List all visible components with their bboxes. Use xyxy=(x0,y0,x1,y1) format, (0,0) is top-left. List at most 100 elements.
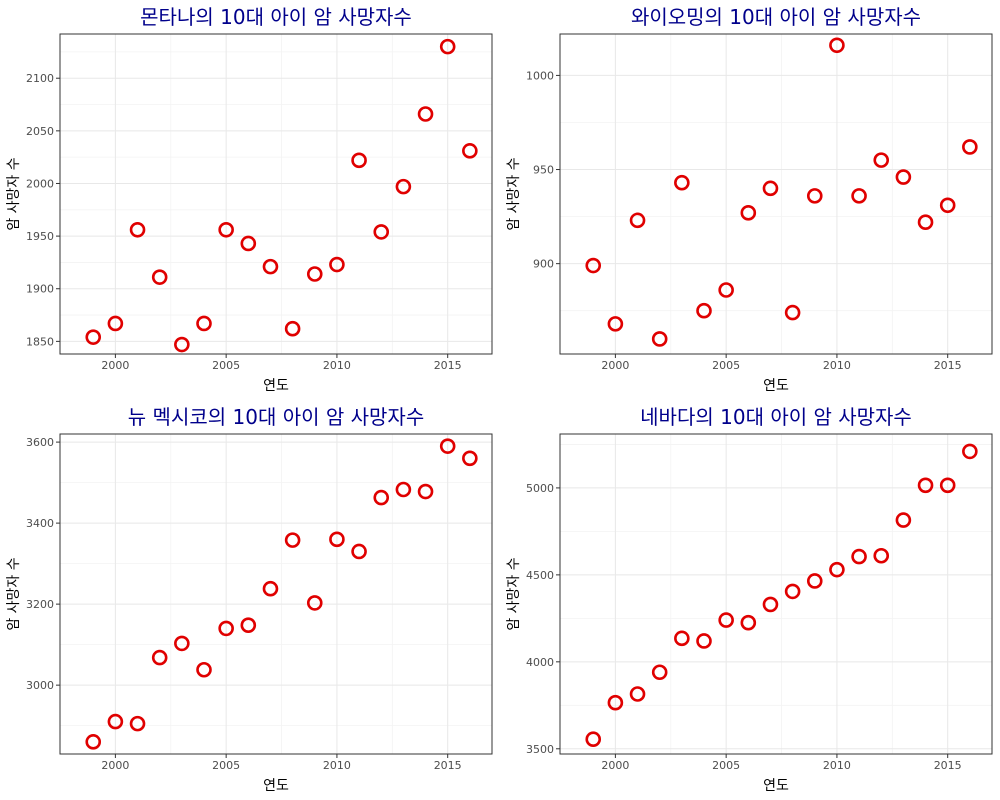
data-point xyxy=(218,620,234,637)
y-axis-label: 암 사망자 수 xyxy=(6,157,22,230)
data-point xyxy=(129,715,146,732)
x-tick-label: 2000 xyxy=(601,759,629,772)
data-point xyxy=(806,573,823,589)
data-point xyxy=(629,686,646,702)
scatter-chart-new-mexico: 2000 2005 2010 2015 3000 3200 3400 3600 뉴 멕시코의 1… xyxy=(6,405,493,794)
data-point xyxy=(784,304,801,321)
data-point xyxy=(651,331,668,347)
data-point xyxy=(174,635,190,652)
data-point xyxy=(284,320,301,337)
data-point xyxy=(917,214,934,231)
data-point xyxy=(674,174,690,191)
data-point xyxy=(674,630,690,647)
x-axis-label: 연도 xyxy=(763,378,789,394)
data-point xyxy=(806,188,823,204)
data-point xyxy=(895,512,912,528)
data-point xyxy=(696,633,712,649)
data-point xyxy=(696,302,712,319)
chart-title: 몬타나의 10대 아이 암 사망자수 xyxy=(140,5,412,29)
x-tick-label: 2000 xyxy=(601,359,629,372)
y-tick-label: 2050 xyxy=(26,125,54,138)
data-point xyxy=(329,256,345,273)
x-tick-label: 2015 xyxy=(934,759,962,772)
data-point xyxy=(262,258,279,275)
data-point xyxy=(196,661,212,678)
data-point xyxy=(306,595,323,611)
x-tick-label: 2015 xyxy=(434,359,462,372)
data-point xyxy=(284,532,301,548)
chart-title: 네바다의 10대 아이 암 사망자수 xyxy=(640,405,912,429)
y-tick-label: 4000 xyxy=(526,656,554,669)
x-axis-label: 연도 xyxy=(263,778,289,794)
data-point xyxy=(629,212,646,229)
data-point xyxy=(784,583,801,600)
data-point xyxy=(373,224,390,240)
y-tick-label: 1900 xyxy=(26,283,54,296)
x-tick-label: 2000 xyxy=(101,759,129,772)
data-point xyxy=(829,561,845,578)
data-point xyxy=(439,38,456,55)
data-point xyxy=(718,282,734,298)
x-tick-label: 2010 xyxy=(823,759,851,772)
chart-title: 뉴 멕시코의 10대 아이 암 사망자수 xyxy=(128,405,424,429)
data-point xyxy=(740,205,757,221)
data-point xyxy=(439,438,456,454)
y-tick-label: 1850 xyxy=(26,335,54,348)
y-axis-label: 암 사망자 수 xyxy=(506,157,522,230)
y-tick-label: 3000 xyxy=(26,679,54,692)
data-point xyxy=(762,596,779,613)
x-tick-label: 2010 xyxy=(823,359,851,372)
data-point xyxy=(607,694,624,711)
y-tick-label: 3500 xyxy=(526,743,554,756)
data-point xyxy=(351,543,367,560)
y-tick-label: 2100 xyxy=(26,72,54,85)
y-axis-label: 암 사망자 수 xyxy=(6,557,22,630)
chart-panel-wyoming: 2000 2005 2010 2015 900 950 1000 와이오밍의 10대 아이 암… xyxy=(500,0,1000,400)
x-tick-label: 2005 xyxy=(712,359,740,372)
y-tick-label: 950 xyxy=(533,164,554,177)
chart-panel-nevada: 2000 2005 2010 2015 3500 4000 4500 5000 네바다의 10대… xyxy=(500,400,1000,800)
x-tick-label: 2015 xyxy=(934,359,962,372)
x-tick-label: 2005 xyxy=(712,759,740,772)
y-axis-label: 암 사망자 수 xyxy=(506,557,522,630)
data-point xyxy=(962,139,978,155)
data-point xyxy=(107,713,124,730)
data-point xyxy=(417,106,434,122)
plot-frame xyxy=(59,33,493,355)
data-point xyxy=(218,221,234,238)
y-tick-label: 1000 xyxy=(526,69,554,82)
data-point xyxy=(462,143,478,159)
x-tick-label: 2005 xyxy=(212,759,240,772)
data-point xyxy=(196,315,212,332)
data-point xyxy=(873,152,890,168)
data-point xyxy=(851,188,867,204)
y-tick-label: 3600 xyxy=(26,436,54,449)
data-point xyxy=(85,734,102,750)
y-tick-label: 3400 xyxy=(26,517,54,530)
data-point xyxy=(240,617,257,633)
data-point xyxy=(917,477,934,494)
data-point xyxy=(718,612,734,628)
data-point xyxy=(829,37,845,54)
data-point xyxy=(585,731,602,748)
chart-title: 와이오밍의 10대 아이 암 사망자수 xyxy=(631,5,921,29)
data-point xyxy=(240,235,257,252)
scatter-chart-nevada: 2000 2005 2010 2015 3500 4000 4500 5000 네바다의 10대… xyxy=(506,405,993,794)
y-tick-label: 4500 xyxy=(526,569,554,582)
data-point xyxy=(107,315,124,332)
chart-panel-new-mexico: 2000 2005 2010 2015 3000 3200 3400 3600 뉴 멕시코의 1… xyxy=(0,400,500,800)
data-point xyxy=(151,649,168,666)
data-point xyxy=(417,483,434,500)
data-point xyxy=(607,316,624,332)
data-point xyxy=(306,266,323,282)
chart-panel-montana: 2000 2005 2010 2015 1850 1900 1950 2000 2050 2100… xyxy=(0,0,500,400)
x-tick-label: 2010 xyxy=(323,359,351,372)
x-tick-label: 2010 xyxy=(323,759,351,772)
plot-frame xyxy=(559,33,993,355)
data-point xyxy=(851,548,867,565)
y-tick-label: 1950 xyxy=(26,230,54,243)
data-point xyxy=(85,329,102,345)
y-tick-label: 5000 xyxy=(526,482,554,495)
data-point xyxy=(762,180,779,197)
data-point xyxy=(740,614,757,631)
